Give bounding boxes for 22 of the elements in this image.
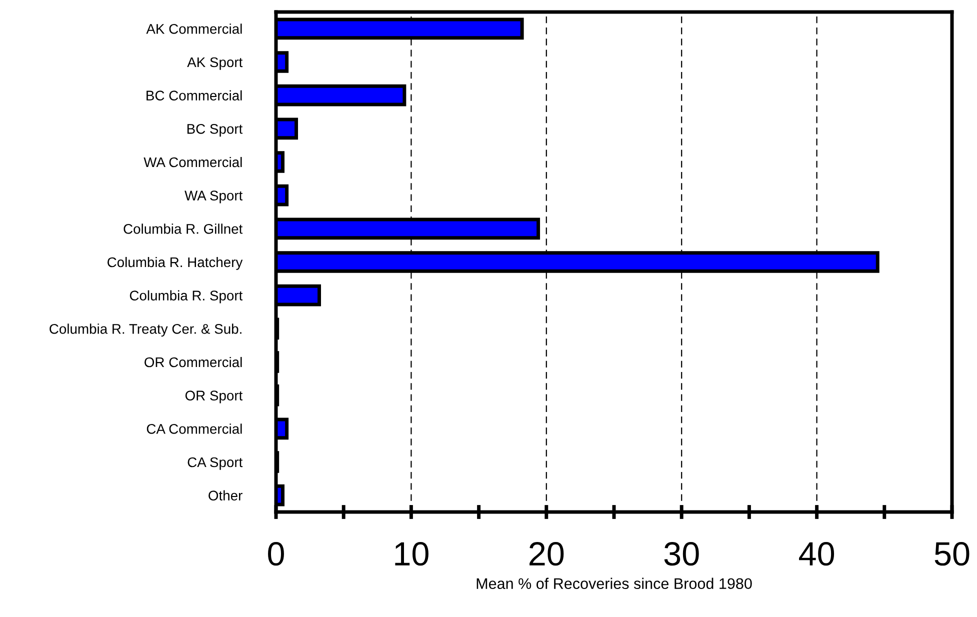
y-tick-label: BC Commercial xyxy=(146,90,242,101)
y-tick-label: AK Sport xyxy=(187,57,243,70)
y-tick-label: BC Sport xyxy=(187,124,243,137)
y-tick-label: WA Commercial xyxy=(144,156,242,168)
y-tick-label: Columbia R. Sport xyxy=(130,290,243,304)
y-tick-label: Columbia R. Gillnet xyxy=(124,224,243,234)
y-tick-label: OR Sport xyxy=(185,390,243,404)
x-tick-label: 20 xyxy=(530,542,564,566)
x-tick-label: 40 xyxy=(799,542,834,566)
x-tick-label: 30 xyxy=(664,542,699,566)
y-tick-label: AK Commercial xyxy=(146,24,242,34)
y-tick-label: CA Sport xyxy=(188,457,243,470)
y-tick-label: Columbia R. Treaty Cer. & Sub. xyxy=(50,324,242,337)
y-tick-label: Other xyxy=(208,490,242,501)
y-tick-label: WA Sport xyxy=(184,190,243,204)
x-tick-label: 50 xyxy=(934,542,970,566)
y-tick-label: OR Commercial xyxy=(144,356,242,368)
x-axis-title: Mean % of Recoveries since Brood 1980 xyxy=(476,578,752,590)
x-tick-label: 0 xyxy=(268,542,284,566)
y-tick-label: CA Commercial xyxy=(146,424,242,434)
x-tick-label: 10 xyxy=(395,542,428,566)
y-tick-label: Columbia R. Hatchery xyxy=(108,256,243,270)
